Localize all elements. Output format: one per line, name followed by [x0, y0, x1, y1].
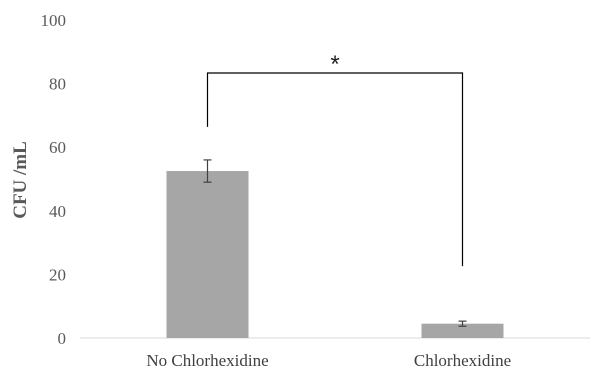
y-tick-label: 40 — [49, 202, 66, 221]
y-tick-label: 80 — [49, 75, 66, 94]
y-axis-title: CFU /mL — [10, 141, 31, 219]
significance-bracket — [206, 72, 464, 267]
y-axis-ticks: 0 20 40 60 80 100 — [41, 11, 67, 348]
error-bars-group — [203, 159, 467, 327]
y-tick-label: 60 — [49, 138, 66, 157]
category-labels: No Chlorhexidine Chlorhexidine — [146, 351, 511, 370]
category-label: Chlorhexidine — [414, 351, 511, 370]
category-label: No Chlorhexidine — [146, 351, 268, 370]
significance-marker: * — [330, 51, 339, 78]
y-tick-label: 0 — [58, 329, 67, 348]
bars-group — [166, 171, 504, 338]
bar — [166, 171, 249, 338]
y-tick-label: 20 — [49, 265, 66, 284]
bar — [421, 323, 504, 338]
y-tick-label: 100 — [41, 11, 67, 30]
